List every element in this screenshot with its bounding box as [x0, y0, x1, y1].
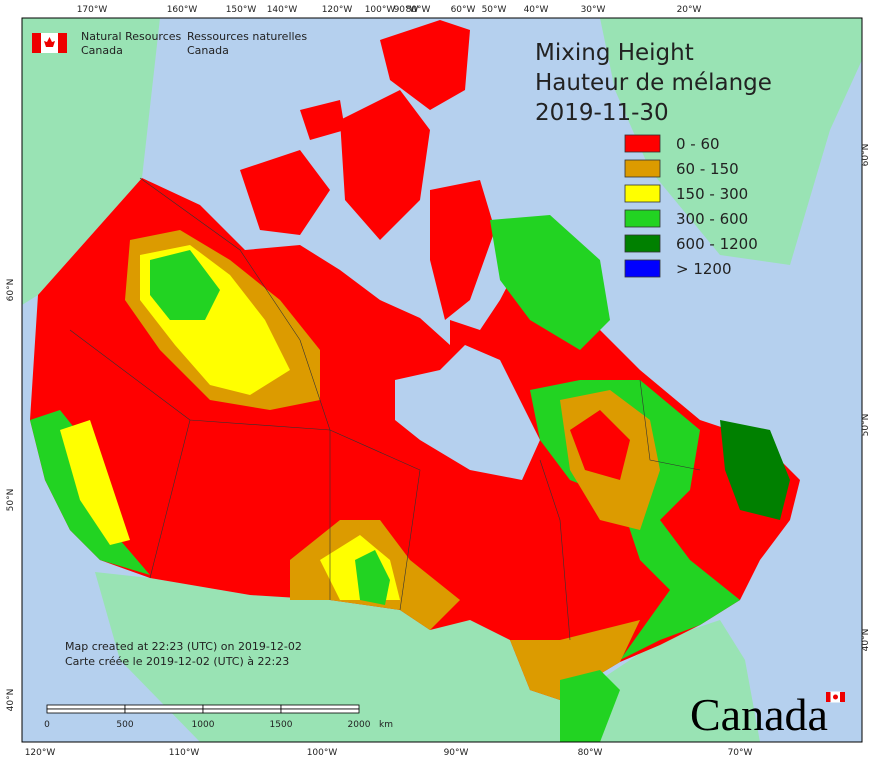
canada-wordmark: Canada: [690, 689, 828, 740]
legend-label: > 1200: [676, 260, 732, 278]
agency-logo: Natural Resources Canada Ressources natu…: [32, 30, 307, 57]
hudson-bay: [395, 345, 540, 480]
scale-segment: [124, 704, 204, 710]
legend-label: 300 - 600: [676, 210, 748, 228]
zone-green-nw: [150, 250, 220, 320]
scale-segment: [202, 704, 282, 710]
title-date: 2019-11-30: [535, 100, 669, 126]
graticule-label: 40°N: [6, 689, 16, 712]
wm-flag: [826, 692, 831, 702]
graticule-label: 30°W: [581, 5, 606, 15]
scale-bar: 0 500 1000 1500 2000 km: [44, 704, 393, 730]
flag-right: [58, 33, 67, 53]
title: Hauteur de mélange: [535, 70, 772, 96]
graticule-label: 100°W: [307, 748, 338, 758]
alaska: [22, 18, 160, 305]
agency-fr: Canada: [187, 44, 229, 57]
wm-leaf: [833, 694, 838, 700]
graticule-label: 80°W: [406, 5, 431, 15]
scale-label: 0: [44, 720, 50, 730]
legend-label: 150 - 300: [676, 185, 748, 203]
scale-label: 1000: [192, 720, 215, 730]
graticule-label: 40°N: [861, 629, 871, 652]
title: Mixing Height: [535, 40, 694, 66]
graticule-label: 150°W: [226, 5, 257, 15]
agency-en: Canada: [81, 44, 123, 57]
footer-note: Map created at 22:23 (UTC) on 2019-12-02: [65, 640, 302, 653]
graticule-label: 50°N: [861, 414, 871, 437]
graticule-label: 60°N: [861, 144, 871, 167]
legend-label: 600 - 1200: [676, 235, 758, 253]
legend-label: 60 - 150: [676, 160, 739, 178]
scale-segment: [202, 708, 282, 714]
scale-segment: [46, 708, 126, 714]
scale-unit: km: [379, 720, 393, 730]
graticule-label: 50°W: [482, 5, 507, 15]
graticule-label: 90°W: [444, 748, 469, 758]
zone-green-prairie: [355, 550, 390, 605]
graticule-label: 120°W: [25, 748, 56, 758]
agency-fr: Ressources naturelles: [187, 30, 307, 43]
zone-yellow-bc: [60, 420, 130, 545]
graticule-label: 160°W: [167, 5, 198, 15]
wm-flag: [840, 692, 845, 702]
zone-orange-south: [510, 620, 640, 700]
maple-leaf: [44, 37, 55, 47]
graticule-label: 80°W: [578, 748, 603, 758]
legend-swatch: [624, 134, 661, 153]
scale-label: 500: [116, 720, 133, 730]
legend-swatch: [624, 234, 661, 253]
map-body: [21, 17, 863, 743]
scale-segment: [280, 704, 360, 710]
map-frame: [21, 17, 863, 743]
legend-swatch: [624, 159, 661, 178]
graticule-label: 70°W: [728, 748, 753, 758]
scale-segment: [124, 708, 204, 714]
graticule-label: 50°N: [6, 489, 16, 512]
scale-segment: [280, 708, 360, 714]
graticule-label: 90°W: [394, 5, 419, 15]
agency-en: Natural Resources: [81, 30, 182, 43]
zone-green-ontario: [560, 670, 620, 742]
legend-label: 0 - 60: [676, 135, 720, 153]
legend-swatch: [624, 259, 661, 278]
zone-red-east: [570, 410, 630, 480]
graticule-label: 60°W: [451, 5, 476, 15]
borders: [69, 177, 701, 641]
legend-swatch: [624, 184, 661, 203]
legend: 0 - 60 60 - 150 150 - 300 300 - 600 600 - 12…: [624, 134, 758, 278]
graticule-labels: 170°W 160°W 150°W 140°W 120°W 100°W90°W80°W 60…: [6, 5, 871, 758]
graticule-label: 170°W: [77, 5, 108, 15]
graticule-label: 100°W: [365, 5, 396, 15]
legend-swatch: [624, 209, 661, 228]
wordmark: Canada: [690, 689, 845, 740]
graticule-label: 60°N: [6, 279, 16, 302]
graticule-label: 110°W: [169, 748, 200, 758]
arctic-islands: [240, 20, 495, 365]
scale-label: 2000: [348, 720, 371, 730]
scale-segment: [46, 704, 126, 710]
zone-darkgreen-nl: [720, 420, 790, 520]
greenland: [600, 18, 862, 265]
footer-note: Carte créée le 2019-12-02 (UTC) à 22:23: [65, 655, 289, 668]
graticule-label: 140°W: [267, 5, 298, 15]
graticule-label: 40°W: [524, 5, 549, 15]
flag-left: [32, 33, 41, 53]
scale-label: 1500: [270, 720, 293, 730]
graticule-label: 120°W: [322, 5, 353, 15]
graticule-label: 20°W: [677, 5, 702, 15]
